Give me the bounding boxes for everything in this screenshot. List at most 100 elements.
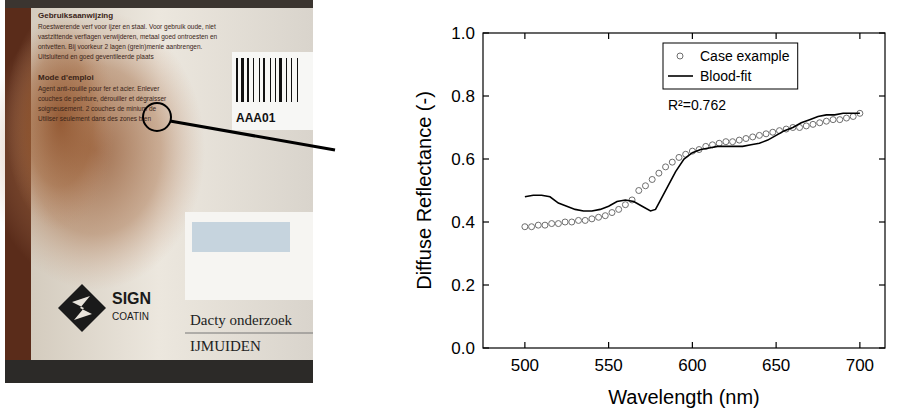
callout-line [170,121,335,150]
logo-mark [72,296,92,320]
barcode-bar [247,58,249,102]
barcode-bar [241,58,244,102]
x-tick [859,342,860,348]
data-point [817,120,823,126]
figure: GebruiksaanwijzingRoestwerende verf voor… [0,0,906,414]
data-point [663,164,669,170]
label-text: IJMUIDEN [190,338,261,354]
barcode-bar [259,58,260,102]
data-point [669,159,675,165]
y-tick [879,284,885,285]
legend-label: Case example [700,48,790,64]
barcode-text: AAA01 [236,111,276,125]
data-point [730,139,736,145]
data-point [562,219,568,225]
data-point [716,140,722,146]
x-tick-label: 550 [594,356,622,375]
rust-stain [0,10,205,290]
data-point [763,131,769,137]
data-point [522,224,528,230]
data-point [770,129,776,135]
legend-line [668,75,693,77]
x-tick [692,342,693,348]
photo-text: Agent anti-rouille pour fer et acier. En… [38,85,160,93]
data-point [575,217,581,223]
logo-text: COATIN [112,311,149,322]
logo-text: SIGN [112,290,151,307]
barcode-bar [291,58,292,102]
data-point [649,176,655,182]
photo: GebruiksaanwijzingRoestwerende verf voor… [0,0,313,383]
data-point [569,219,575,225]
sample-circle [143,103,171,131]
data-point [642,183,648,189]
data-point [676,154,682,160]
x-tick [859,33,860,39]
label-rule [185,333,313,334]
data-point [723,139,729,145]
data-point [609,210,615,216]
logo-mark [58,284,106,332]
data-point [823,118,829,124]
x-tick-label: 500 [511,356,539,375]
y-tick [879,95,885,96]
y-tick [879,32,885,33]
chart: 5005506006507000.00.20.40.60.81.0Wavelen… [413,24,885,408]
y-tick [879,221,885,222]
photo-text: Uitsluitend en goed geventileerde plaats [38,53,154,61]
x-tick [524,33,525,39]
data-point [830,117,836,123]
x-tick-label: 700 [846,356,874,375]
y-tick-label: 0.8 [451,87,475,106]
x-axis-title: Wavelength (nm) [608,386,760,408]
data-point [622,202,628,208]
plot-frame [483,33,885,348]
data-point [736,137,742,143]
x-tick [524,342,525,348]
barcode-bar [275,58,276,102]
barcode-bar [236,58,238,102]
data-point [582,217,588,223]
photo-text: ontvetten. Bij voorkeur 2 lagen (grein)m… [38,43,203,51]
data-point [743,136,749,142]
barcode-bar [279,58,282,102]
data-point [535,222,541,228]
legend: Case example Blood-fit [663,43,798,89]
barcode-bar [263,58,265,102]
photo-text: soigneusement. 2 couches de minium de [38,105,157,113]
x-tick [692,33,693,39]
y-tick [483,284,489,285]
x-tick-label: 600 [678,356,706,375]
y-tick [483,221,489,222]
y-tick [483,347,489,348]
data-point [850,113,856,119]
sticker [185,212,313,300]
data-point [602,213,608,219]
data-point [756,132,762,138]
y-tick [483,32,489,33]
data-point [750,134,756,140]
photo-text: vastzittende verflagen verwijderen, meta… [38,33,218,41]
data-point [596,214,602,220]
y-axis-title: Diffuse Reflectance (-) [413,91,435,290]
photo-heading: Gebruiksaanwijzing [38,11,113,20]
y-tick-label: 0.6 [451,150,475,169]
sticker-patch [192,222,290,252]
barcode-bar [270,58,271,102]
y-tick-label: 0.2 [451,276,475,295]
photo-text: Utiliser seulement dans des zones bien [38,115,151,122]
data-point [549,221,555,227]
legend-marker [677,53,683,59]
x-tick [608,342,609,348]
barcode-bar [286,58,287,102]
y-tick [483,95,489,96]
barcode-bar [297,58,298,102]
y-tick-label: 1.0 [451,24,475,43]
can-bottom [5,360,313,383]
y-tick [879,347,885,348]
barcode-sticker [232,52,313,130]
data-point [616,206,622,212]
data-point [810,121,816,127]
legend-label: Blood-fit [700,68,751,84]
y-tick [879,158,885,159]
